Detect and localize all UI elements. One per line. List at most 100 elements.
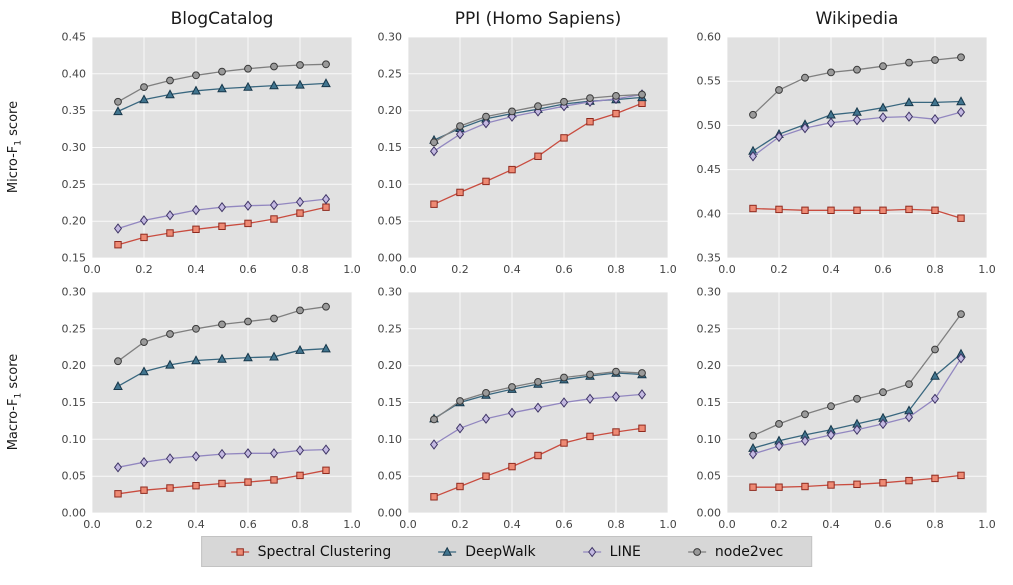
plot-area: 0.0 0.2 0.4 0.6 0.8 1.0 0.35 0.40 0.45 0.50 0.55 0.… — [687, 31, 996, 280]
svg-text:0.40: 0.40 — [62, 67, 87, 80]
svg-text:0.30: 0.30 — [62, 141, 87, 154]
svg-text:0.2: 0.2 — [135, 263, 153, 276]
svg-text:0.50: 0.50 — [697, 119, 722, 132]
subplot-wikipedia-micro-f1: 0.0 0.2 0.4 0.6 0.8 1.0 0.35 0.40 0.45 0.50 0.55 0.… — [687, 31, 996, 280]
circle-marker-icon — [687, 545, 707, 559]
svg-text:0.40: 0.40 — [697, 207, 722, 220]
svg-text:0.20: 0.20 — [62, 359, 87, 372]
legend-marker-svg — [582, 546, 601, 557]
svg-text:0.30: 0.30 — [697, 286, 722, 299]
legend-item-spectral-clustering: Spectral Clustering — [230, 543, 392, 560]
chart-title-ppi: PPI (Homo Sapiens) — [454, 9, 622, 29]
plot-area: 0.0 0.2 0.4 0.6 0.8 1.0 0.15 0.20 0.25 0.30 0.35 0.… — [52, 31, 361, 280]
svg-text:0.6: 0.6 — [555, 518, 573, 531]
plot-area: 0.0 0.2 0.4 0.6 0.8 1.0 0.00 0.05 0.10 0.15 0.20 0.… — [368, 31, 677, 280]
svg-text:0.2: 0.2 — [135, 518, 153, 531]
svg-text:1.0: 1.0 — [978, 263, 995, 276]
svg-text:0.2: 0.2 — [770, 263, 788, 276]
svg-text:1.0: 1.0 — [343, 263, 360, 276]
svg-text:0.30: 0.30 — [378, 31, 403, 44]
svg-text:0.4: 0.4 — [822, 518, 840, 531]
svg-text:0.15: 0.15 — [378, 396, 403, 409]
diamond-marker-icon — [582, 545, 602, 559]
svg-text:0.8: 0.8 — [607, 263, 625, 276]
svg-text:0.8: 0.8 — [291, 263, 309, 276]
svg-text:0.00: 0.00 — [62, 507, 87, 520]
svg-text:0.30: 0.30 — [62, 286, 87, 299]
svg-text:0.05: 0.05 — [378, 215, 403, 228]
svg-text:0.2: 0.2 — [451, 263, 469, 276]
svg-text:0.10: 0.10 — [62, 433, 87, 446]
svg-text:0.25: 0.25 — [378, 67, 403, 80]
chart-title-wikipedia: Wikipedia — [815, 9, 899, 29]
svg-text:0.15: 0.15 — [697, 396, 722, 409]
svg-text:0.00: 0.00 — [697, 507, 722, 520]
legend-item-deepwalk: DeepWalk — [437, 543, 536, 560]
svg-text:0.15: 0.15 — [62, 396, 87, 409]
chart-svg: 0.0 0.2 0.4 0.6 0.8 1.0 0.00 0.05 0.10 0.15 0.20 0.… — [378, 31, 677, 277]
plot-area: 0.0 0.2 0.4 0.6 0.8 1.0 0.00 0.05 0.10 0.15 0.20 0.… — [52, 286, 361, 535]
svg-text:0.0: 0.0 — [83, 263, 101, 276]
chart-svg: 0.0 0.2 0.4 0.6 0.8 1.0 0.00 0.05 0.10 0.15 0.20 0.… — [378, 286, 677, 532]
chart-title-blogcatalog: BlogCatalog — [170, 9, 274, 29]
svg-text:0.55: 0.55 — [697, 75, 722, 88]
legend-label: Spectral Clustering — [257, 543, 392, 560]
subplot-wikipedia-macro-f1: 0.0 0.2 0.4 0.6 0.8 1.0 0.00 0.05 0.10 0.15 0.20 0.… — [687, 286, 996, 535]
svg-text:0.25: 0.25 — [62, 322, 87, 335]
subplot-blogcatalog-micro-f1: 0.0 0.2 0.4 0.6 0.8 1.0 0.15 0.20 0.25 0.30 0.35 0.… — [52, 31, 361, 280]
plot-area: 0.0 0.2 0.4 0.6 0.8 1.0 0.00 0.05 0.10 0.15 0.20 0.… — [687, 286, 996, 535]
svg-text:0.0: 0.0 — [718, 518, 736, 531]
subplot-ppi-micro-f1: 0.0 0.2 0.4 0.6 0.8 1.0 0.00 0.05 0.10 0.15 0.20 0.… — [368, 31, 677, 280]
y-axis-label-macro-f1: Macro-F1 score — [6, 353, 24, 451]
svg-text:0.8: 0.8 — [607, 518, 625, 531]
svg-text:0.05: 0.05 — [62, 470, 87, 483]
svg-text:0.60: 0.60 — [697, 31, 722, 44]
svg-text:0.15: 0.15 — [378, 141, 403, 154]
svg-text:0.00: 0.00 — [378, 507, 403, 520]
svg-text:1.0: 1.0 — [659, 518, 676, 531]
legend-label: LINE — [609, 543, 641, 560]
legend-label: DeepWalk — [465, 543, 536, 560]
svg-text:0.0: 0.0 — [718, 263, 736, 276]
chart-svg: 0.0 0.2 0.4 0.6 0.8 1.0 0.00 0.05 0.10 0.15 0.20 0.… — [697, 286, 996, 532]
svg-text:0.0: 0.0 — [399, 263, 417, 276]
svg-text:0.6: 0.6 — [874, 518, 892, 531]
svg-text:1.0: 1.0 — [659, 263, 676, 276]
svg-text:0.4: 0.4 — [503, 518, 521, 531]
svg-text:0.45: 0.45 — [62, 31, 87, 44]
legend-marker-svg — [230, 547, 249, 556]
svg-text:0.6: 0.6 — [239, 518, 257, 531]
svg-text:0.05: 0.05 — [378, 470, 403, 483]
legend: Spectral Clustering DeepWalk LINE node2v… — [200, 536, 813, 567]
svg-text:0.35: 0.35 — [62, 104, 87, 117]
svg-text:0.25: 0.25 — [378, 322, 403, 335]
svg-text:0.20: 0.20 — [378, 359, 403, 372]
triangle-marker-icon — [437, 545, 457, 559]
svg-text:0.30: 0.30 — [378, 286, 403, 299]
chart-svg: 0.0 0.2 0.4 0.6 0.8 1.0 0.15 0.20 0.25 0.30 0.35 0.… — [62, 31, 361, 277]
svg-text:0.6: 0.6 — [874, 263, 892, 276]
svg-text:0.6: 0.6 — [555, 263, 573, 276]
subplot-ppi-macro-f1: 0.0 0.2 0.4 0.6 0.8 1.0 0.00 0.05 0.10 0.15 0.20 0.… — [368, 286, 677, 535]
square-marker-icon — [230, 545, 250, 559]
svg-text:0.25: 0.25 — [62, 178, 87, 191]
svg-text:0.2: 0.2 — [770, 518, 788, 531]
svg-text:0.20: 0.20 — [697, 359, 722, 372]
svg-text:0.45: 0.45 — [697, 163, 722, 176]
y-axis-label-micro-f1: Micro-F1 score — [6, 100, 24, 194]
svg-text:0.8: 0.8 — [926, 518, 944, 531]
svg-text:0.20: 0.20 — [378, 104, 403, 117]
svg-text:1.0: 1.0 — [978, 518, 995, 531]
plot-area: 0.0 0.2 0.4 0.6 0.8 1.0 0.00 0.05 0.10 0.15 0.20 0.… — [368, 286, 677, 535]
svg-text:0.00: 0.00 — [378, 252, 403, 265]
svg-text:0.4: 0.4 — [187, 518, 205, 531]
svg-text:0.10: 0.10 — [378, 433, 403, 446]
legend-item-node2vec: node2vec — [687, 544, 783, 560]
svg-text:0.25: 0.25 — [697, 322, 722, 335]
chart-svg: 0.0 0.2 0.4 0.6 0.8 1.0 0.35 0.40 0.45 0.50 0.55 0.… — [697, 31, 996, 277]
svg-text:0.10: 0.10 — [378, 178, 403, 191]
legend-label: node2vec — [714, 543, 784, 560]
svg-text:0.35: 0.35 — [697, 252, 722, 265]
legend-marker-svg — [687, 547, 706, 556]
